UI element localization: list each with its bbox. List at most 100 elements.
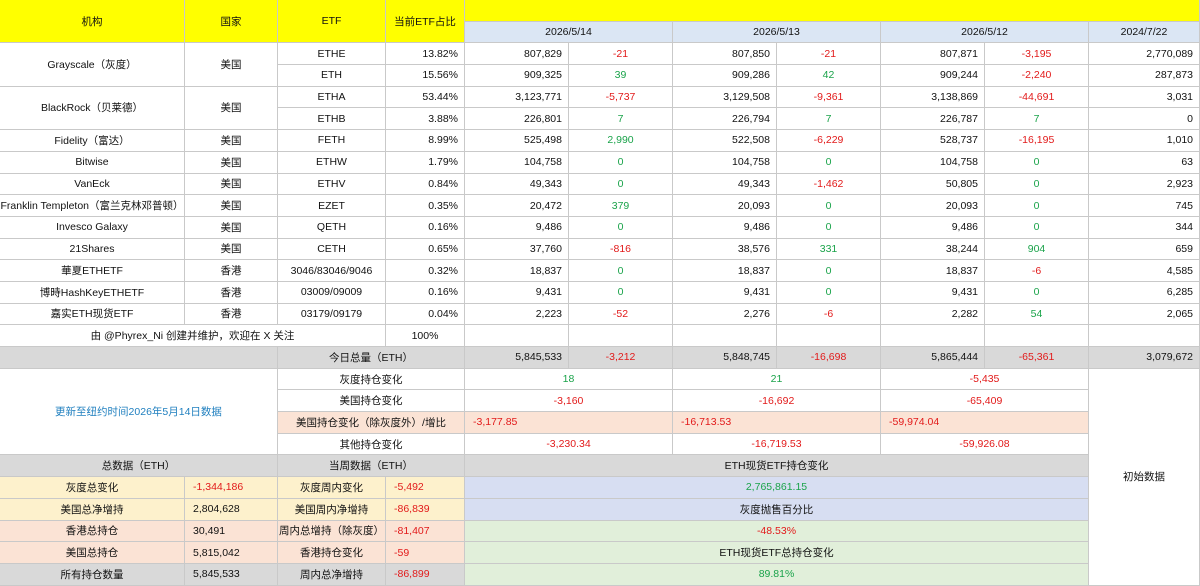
summary-b-value: -81,407: [386, 520, 465, 543]
change-label-us-ex: 美国持仓变化（除灰度外）/增比: [278, 412, 465, 434]
holding-d1: 9,486: [465, 216, 569, 239]
holding-d3: 38,244: [881, 238, 985, 261]
etf-ticker: ETHV: [278, 173, 386, 196]
change-d2: -6: [777, 303, 881, 326]
total-d2: 5,848,745: [673, 347, 777, 369]
change-d3: -16,195: [985, 130, 1089, 152]
total-d1: 5,845,533: [465, 347, 569, 369]
holding-d3: 50,805: [881, 173, 985, 196]
holding-d1: 909,325: [465, 65, 569, 87]
country-invesco: 美国: [185, 216, 278, 239]
change-d2: 331: [777, 238, 881, 261]
date-header-1: 2026/5/14: [465, 21, 673, 44]
summary-b-label: 美国周内净增持: [278, 498, 386, 521]
change-d1: 2,990: [569, 130, 673, 152]
change-d3: 0: [985, 195, 1089, 217]
change-d1: 7: [569, 108, 673, 131]
change-d3: -44,691: [985, 86, 1089, 109]
empty-cell: [1089, 325, 1200, 347]
holding-d1: 104,758: [465, 151, 569, 174]
change-other-d2: -16,719.53: [673, 433, 881, 456]
change-d2: 0: [777, 195, 881, 217]
country-grayscale: 美国: [185, 43, 278, 87]
summary-right-4: ETH现货ETF总持仓变化: [465, 542, 1089, 564]
inst-bitwise: Bitwise: [0, 151, 185, 174]
change-label-other: 其他持仓变化: [278, 433, 465, 456]
header-share: 当前ETF占比: [386, 0, 465, 44]
change-us-ex-d1: -3,177.85: [465, 412, 673, 434]
holding-initial: 745: [1089, 195, 1200, 217]
change-d2: 42: [777, 65, 881, 87]
inst-harvest: 嘉实ETH现货ETF: [0, 303, 185, 326]
holding-d2: 3,129,508: [673, 86, 777, 109]
etf-ticker: CETH: [278, 238, 386, 261]
change-d1: 39: [569, 65, 673, 87]
holding-d2: 20,093: [673, 195, 777, 217]
change-d2: 0: [777, 216, 881, 239]
total-d3: 5,865,444: [881, 347, 985, 369]
holding-d1: 49,343: [465, 173, 569, 196]
change-d3: 7: [985, 108, 1089, 131]
change-d3: -2,240: [985, 65, 1089, 87]
summary-a-value: -1,344,186: [185, 477, 278, 499]
change-d2: 0: [777, 260, 881, 282]
credit-note: 由 @Phyrex_Ni 创建并维护，欢迎在 X 关注: [0, 325, 386, 347]
holding-d1: 20,472: [465, 195, 569, 217]
holding-d3: 807,871: [881, 43, 985, 66]
summary-a-label: 所有持仓数量: [0, 563, 185, 586]
etf-ticker: ETH: [278, 65, 386, 87]
etf-share: 0.16%: [386, 281, 465, 304]
summary-b-value: -59: [386, 542, 465, 564]
inst-fidelity: Fidelity（富达）: [0, 130, 185, 152]
holding-d1: 18,837: [465, 260, 569, 282]
total-change-d3: -65,361: [985, 347, 1089, 369]
summary-b-value: -5,492: [386, 477, 465, 499]
etf-ticker: ETHE: [278, 43, 386, 66]
empty-cell: [673, 325, 777, 347]
inst-franklin: Franklin Templeton（富兰克林邓普顿）: [0, 195, 185, 217]
summary-right-2: 灰度抛售百分比: [465, 498, 1089, 521]
summary-right-3: -48.53%: [465, 520, 1089, 543]
inst-chinaamc: 華夏ETHETF: [0, 260, 185, 282]
inst-grayscale: Grayscale（灰度）: [0, 43, 185, 87]
empty-cell: [569, 325, 673, 347]
summary-b-label: 周内总净增持: [278, 563, 386, 586]
summary-a-label: 香港总持仓: [0, 520, 185, 543]
inst-blackrock: BlackRock（贝莱德）: [0, 86, 185, 131]
summary-a-value: 5,815,042: [185, 542, 278, 564]
holding-initial: 2,770,089: [1089, 43, 1200, 66]
change-label-grayscale: 灰度持仓变化: [278, 368, 465, 391]
etf-ticker: ETHA: [278, 86, 386, 109]
empty-cell: [881, 325, 985, 347]
change-d2: -6,229: [777, 130, 881, 152]
summary-b-label: 周内总增持（除灰度）: [278, 520, 386, 543]
total-initial: 3,079,672: [1089, 347, 1200, 369]
holding-d3: 909,244: [881, 65, 985, 87]
share-total: 100%: [386, 325, 465, 347]
summary-total-header: 总数据（ETH）: [0, 455, 278, 478]
header-band: [465, 0, 1200, 22]
date-header-3: 2026/5/12: [881, 21, 1089, 44]
etf-ticker: EZET: [278, 195, 386, 217]
change-us-d3: -65,409: [881, 390, 1089, 413]
change-d1: -816: [569, 238, 673, 261]
holding-d2: 522,508: [673, 130, 777, 152]
holding-d3: 226,787: [881, 108, 985, 131]
change-d2: -21: [777, 43, 881, 66]
change-d3: 0: [985, 173, 1089, 196]
holding-initial: 344: [1089, 216, 1200, 239]
summary-right-5: 89.81%: [465, 563, 1089, 586]
holding-initial: 63: [1089, 151, 1200, 174]
country-chinaamc: 香港: [185, 260, 278, 282]
summary-right-0: ETH现货ETF持仓变化: [465, 455, 1089, 478]
etf-ticker: ETHB: [278, 108, 386, 131]
etf-share: 0.04%: [386, 303, 465, 326]
etf-share: 0.84%: [386, 173, 465, 196]
holding-d1: 2,223: [465, 303, 569, 326]
country-fidelity: 美国: [185, 130, 278, 152]
total-change-d1: -3,212: [569, 347, 673, 369]
holding-d2: 226,794: [673, 108, 777, 131]
change-label-us: 美国持仓变化: [278, 390, 465, 413]
change-d1: 0: [569, 151, 673, 174]
etf-share: 0.16%: [386, 216, 465, 239]
